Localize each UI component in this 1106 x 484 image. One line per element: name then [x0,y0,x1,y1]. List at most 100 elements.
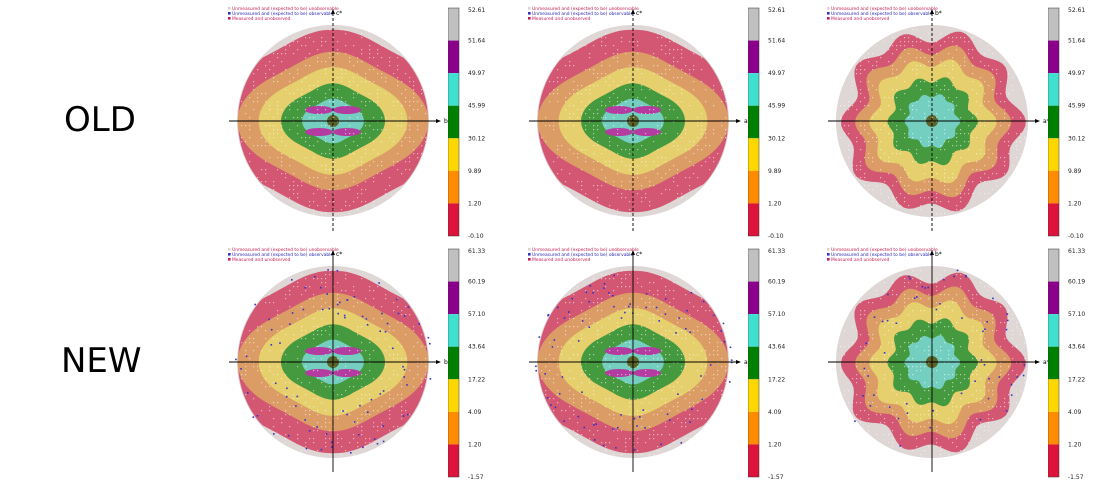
colorbar-tick-label: 4.09 [768,409,782,416]
axes [828,250,1040,472]
legend-entry: Measured and unobserved [827,16,890,22]
intensity-lobe [633,347,661,355]
colorbar-segment [448,444,459,477]
colorbar-segment [1048,40,1059,74]
colorbar-tick-label: 49.97 [468,70,485,77]
colorbar-tick-label: 60.19 [1068,279,1085,286]
legend-entry: Unmeasured and (expected to be) unobserv… [827,6,938,12]
colorbar-segment [748,40,759,74]
colorbar-segment [748,281,759,315]
axis-label-horizontal: a* [1043,118,1050,125]
axis-label-vertical: c* [336,251,342,258]
colorbar-tick-label: 51.64 [1068,38,1085,45]
legend-entry: Measured and unobserved [228,16,291,22]
legend-entry: Unmeasured and (expected to be) observab… [228,11,333,17]
row-label-new: NEW [61,341,142,381]
axis-label-horizontal: a* [744,359,751,366]
axis-label-horizontal: b* [444,359,451,366]
heatmap-old-b-c: Unmeasured and (expected to be) unobserv… [228,6,451,231]
colorbar-segment [748,379,759,412]
colorbar-tick-label: 9.89 [468,168,482,175]
colorbar-tick-label: 52.61 [1068,7,1085,14]
colorbar-segment [1048,105,1059,139]
colorbar-tick-label: 49.97 [768,70,785,77]
colorbar-segment [1048,444,1059,477]
legend-text: Unmeasured and (expected to be) observab… [232,11,333,17]
colorbar-segment [748,346,759,380]
colorbar-tick-label: 1.20 [468,200,482,207]
intensity-lobe [605,347,633,355]
colorbar-tick-label: 61.33 [1068,248,1085,255]
legend-text: Unmeasured and (expected to be) unobserv… [232,6,339,12]
legend-text: Measured and unobserved [232,257,291,263]
colorbar-segment [448,249,459,282]
colorbar-tick-label: 43.64 [768,344,785,351]
axis-label-vertical: b* [935,251,942,258]
legend-entry: Unmeasured and (expected to be) observab… [228,252,333,258]
axes [828,9,1040,231]
intensity-lobe [633,128,661,136]
legend-text: Unmeasured and (expected to be) observab… [232,252,333,258]
legend-entry: Unmeasured and (expected to be) observab… [528,252,633,258]
colorbar-segment [1048,249,1059,282]
axis-label-vertical: c* [636,251,642,258]
colorbar-tick-label: 1.20 [768,200,782,207]
colorbar-segment [748,73,759,106]
colorbar-tick-label: 51.64 [768,38,785,45]
colorbar-segment [1048,346,1059,380]
colorbar-segment [1048,379,1059,412]
grid-texture [840,270,1026,456]
colorbar-segment [448,138,459,171]
colorbar-tick-label: 1.20 [1068,200,1082,207]
colorbar-tick-label: 1.20 [468,441,482,448]
grid-texture [541,270,727,456]
axis-label-vertical: c* [336,10,342,17]
colorbar-segment [748,105,759,139]
colorbar-segment [448,40,459,74]
colorbar-tick-label: 43.64 [468,344,485,351]
colorbar-tick-label: 4.09 [468,409,482,416]
colorbar-new-3: 61.3360.1957.1043.6417.224.091.20-1.57<I… [1048,248,1085,481]
heatmap-new-a-c: Unmeasured and (expected to be) unobserv… [528,247,751,472]
colorbar-tick-label: -1.57 [768,474,784,481]
legend-entry: Measured and unobserved [228,257,291,263]
colorbar-new-1: 61.3360.1957.1043.6417.224.091.20-1.57<I… [448,248,485,481]
legend-entry: Measured and unobserved [827,257,890,263]
legend-entry: Unmeasured and (expected to be) observab… [827,252,932,258]
colorbar-segment [448,8,459,41]
axis-label-horizontal: a* [744,118,751,125]
legend-text: Measured and unobserved [532,257,591,263]
colorbar-segment [448,379,459,412]
legend-text: Measured and unobserved [232,16,291,22]
row-label-old: OLD [64,100,136,140]
axis-label-horizontal: a* [1043,359,1050,366]
colorbar-segment [748,411,759,445]
colorbar-segment [448,411,459,445]
legend-text: Unmeasured and (expected to be) observab… [532,11,633,17]
legend-text: Unmeasured and (expected to be) unobserv… [532,6,639,12]
axes [229,250,441,472]
heatmap-old-a-c: Unmeasured and (expected to be) unobserv… [528,6,751,231]
colorbar-tick-label: 45.99 [468,103,485,110]
legend-text: Measured and unobserved [831,257,890,263]
intensity-lobe [633,369,661,377]
colorbar-tick-label: 61.33 [468,248,485,255]
colorbar-tick-label: 1.20 [768,441,782,448]
colorbar-tick-label: 17.22 [1068,376,1085,383]
grid-texture [840,29,1026,215]
colorbar-tick-label: 61.33 [768,248,785,255]
colorbar-tick-label: 4.09 [1068,409,1082,416]
colorbar-old-3: 52.6151.6449.9745.9930.129.891.20-0.10<I… [1048,7,1085,240]
heatmap-new-b-c: Unmeasured and (expected to be) unobserv… [228,247,451,472]
colorbar-segment [1048,411,1059,445]
legend-text: Unmeasured and (expected to be) observab… [831,11,932,17]
colorbar-segment [748,314,759,347]
colorbar-segment [448,170,459,204]
legend-text: Unmeasured and (expected to be) observab… [831,252,932,258]
observable-points [235,269,432,454]
colorbar-segment [748,249,759,282]
intensity-lobe [305,369,333,377]
intensity-lobe [633,106,661,114]
colorbar-old-2: 52.6151.6449.9745.9930.129.891.20-0.10<I… [748,7,785,240]
axis-label-vertical: c* [636,10,642,17]
